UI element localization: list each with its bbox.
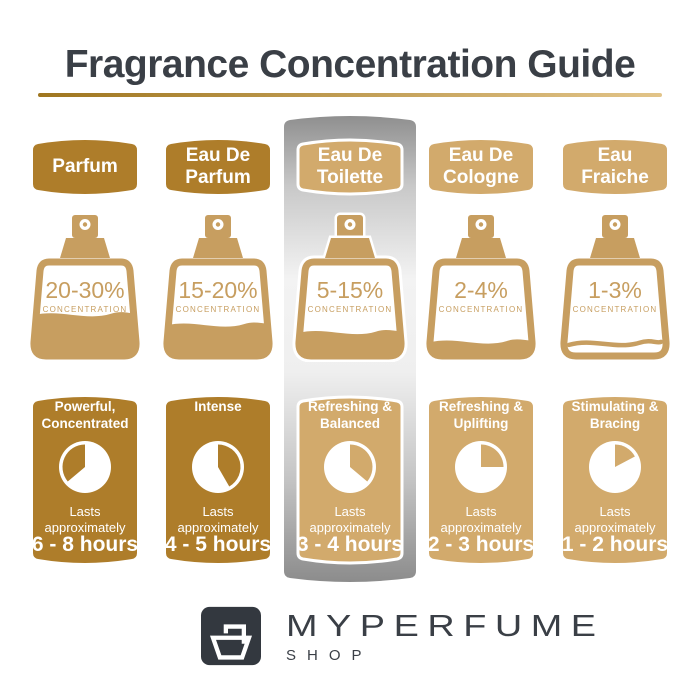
type-header: Eau De Parfum <box>164 136 272 198</box>
column-parfum: Parfum 20-30% CONCENTRATION Powerful, Co… <box>30 0 140 620</box>
duration-value: 3 - 4 hours <box>296 533 404 556</box>
lasts-label: Lasts approximately <box>44 504 126 535</box>
clock-icon <box>324 441 376 493</box>
perfume-bottle-icon: 15-20% CONCENTRATION <box>163 215 273 360</box>
myperfume-logo-icon <box>201 606 261 666</box>
sprayer-collar <box>193 238 243 258</box>
type-label: Eau Fraiche <box>581 145 649 188</box>
concentration-label: CONCENTRATION <box>43 305 128 314</box>
lasts-label: Lasts approximately <box>309 504 391 535</box>
brand-subtitle: SHOP <box>286 646 373 664</box>
sprayer-collar <box>590 238 640 258</box>
perfume-bottle-icon: 1-3% CONCENTRATION <box>560 215 670 360</box>
duration-value: 1 - 2 hours <box>561 533 669 556</box>
character-label: Refreshing & Uplifting <box>438 399 523 431</box>
type-label: Eau De Parfum <box>185 145 251 188</box>
concentration-value: 15-20% <box>178 277 257 303</box>
type-label: Eau De Cologne <box>443 145 519 188</box>
concentration-label: CONCENTRATION <box>573 305 658 314</box>
duration-value: 6 - 8 hours <box>31 533 139 556</box>
type-header: Eau Fraiche <box>561 136 669 198</box>
lasts-label: Lasts approximately <box>177 504 259 535</box>
type-header: Parfum <box>31 136 139 198</box>
clock-icon <box>589 441 641 493</box>
lasts-label: Lasts approximately <box>574 504 656 535</box>
type-label: Eau De Toilette <box>316 145 384 188</box>
liquid-fill <box>429 339 533 356</box>
duration-card: Refreshing & Uplifting Lasts approximate… <box>427 392 535 568</box>
duration-card: Stimulating & Bracing Lasts approximatel… <box>561 392 669 568</box>
column-eau-de-cologne: Eau De Cologne 2-4% CONCENTRATION Refres… <box>426 0 536 620</box>
clock-icon <box>59 441 111 493</box>
duration-value: 4 - 5 hours <box>164 533 272 556</box>
clock-icon <box>455 441 507 493</box>
type-header: Eau De Toilette <box>296 136 404 198</box>
cap-shape <box>166 140 270 194</box>
lasts-label: Lasts approximately <box>440 504 522 535</box>
duration-card: Powerful, Concentrated Lasts approximate… <box>31 392 139 568</box>
character-label: Intense <box>194 399 242 414</box>
concentration-label: CONCENTRATION <box>308 305 393 314</box>
title-underline <box>38 93 662 97</box>
cap-shape <box>33 140 137 194</box>
duration-card: Refreshing & Balanced Lasts approximatel… <box>296 392 404 568</box>
sprayer-collar <box>456 238 506 258</box>
cap-shape <box>429 140 533 194</box>
column-eau-de-parfum: Eau De Parfum 15-20% CONCENTRATION Inten… <box>163 0 273 620</box>
type-label: Parfum <box>52 156 118 177</box>
page-title: Fragrance Concentration Guide <box>64 43 636 86</box>
character-label: Stimulating & Bracing <box>571 399 659 431</box>
sprayer-collar <box>60 238 110 258</box>
concentration-label: CONCENTRATION <box>176 305 261 314</box>
character-label: Powerful, Concentrated <box>41 399 129 431</box>
cap-shape <box>563 140 667 194</box>
perfume-bottle-icon: 2-4% CONCENTRATION <box>426 215 536 360</box>
concentration-value: 1-3% <box>588 277 642 303</box>
liquid-fill <box>166 322 270 356</box>
liquid-fill <box>33 312 137 356</box>
brand-name: MYPERFUME <box>286 607 605 643</box>
concentration-value: 20-30% <box>45 277 124 303</box>
perfume-bottle-icon: 5-15% CONCENTRATION <box>292 212 408 362</box>
character-label: Refreshing & Balanced <box>307 399 392 431</box>
perfume-bottle-icon: 20-30% CONCENTRATION <box>30 215 140 360</box>
concentration-value: 5-15% <box>317 277 383 303</box>
column-eau-de-toilette: Eau De Toilette 5-15% CONCENTRATION Refr… <box>292 0 408 620</box>
duration-value: 2 - 3 hours <box>427 533 535 556</box>
clock-icon <box>192 441 244 493</box>
duration-card: Intense Lasts approximately 4 - 5 hours <box>164 392 272 568</box>
cap-shape <box>296 138 404 196</box>
concentration-value: 2-4% <box>454 277 508 303</box>
column-eau-fraiche: Eau Fraiche 1-3% CONCENTRATION Stimulati… <box>560 0 670 620</box>
type-header: Eau De Cologne <box>427 136 535 198</box>
footer-brand: MYPERFUME SHOP <box>200 606 596 666</box>
sprayer-collar <box>321 235 379 261</box>
liquid-fill <box>566 339 664 348</box>
concentration-label: CONCENTRATION <box>439 305 524 314</box>
